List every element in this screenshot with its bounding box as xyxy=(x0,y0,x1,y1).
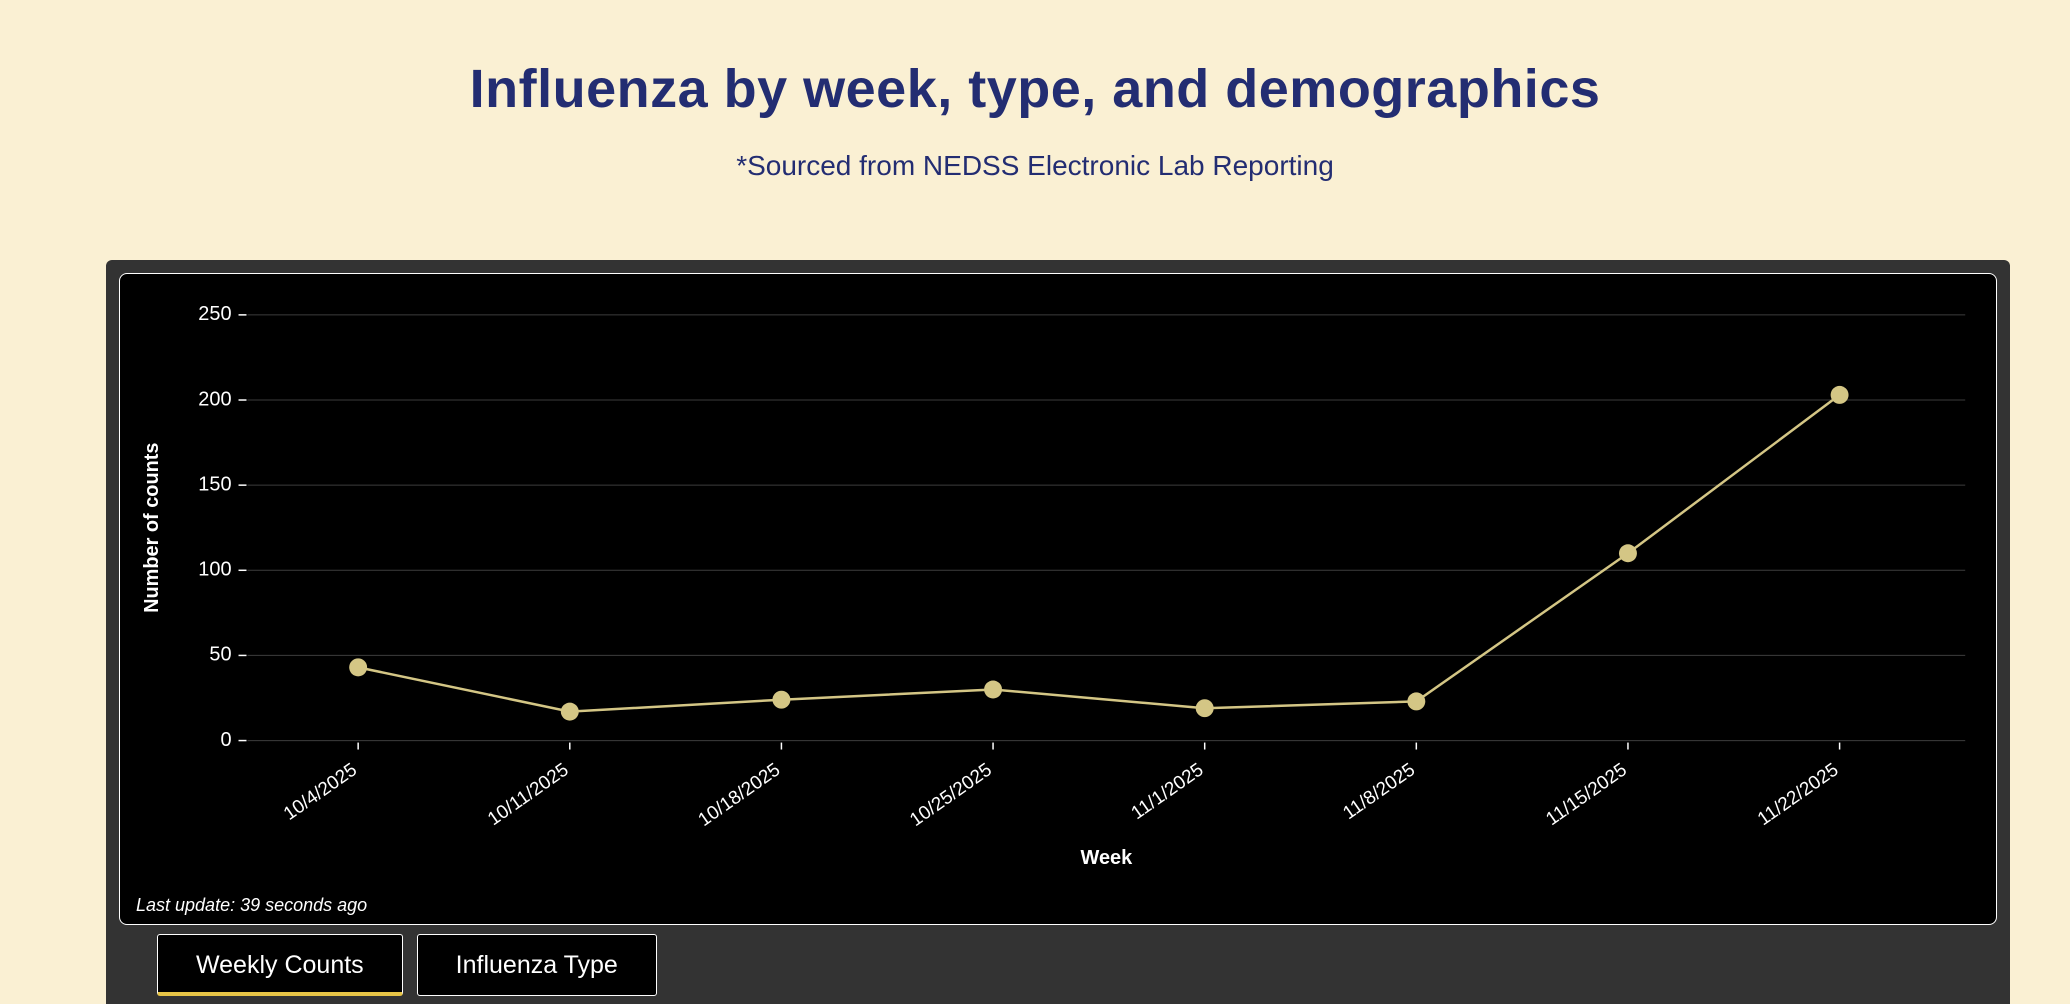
svg-text:11/22/2025: 11/22/2025 xyxy=(1754,759,1843,830)
page-header: Influenza by week, type, and demographic… xyxy=(0,0,2070,182)
svg-text:250: 250 xyxy=(198,303,231,325)
svg-text:11/1/2025: 11/1/2025 xyxy=(1128,759,1208,824)
weekly-counts-chart-card: 0 50 100 150 200 250 10/4/2025 10/11/2025 10/18/… xyxy=(119,273,1997,925)
page-title: Influenza by week, type, and demographic… xyxy=(469,59,1601,119)
svg-text:100: 100 xyxy=(198,559,231,581)
svg-text:50: 50 xyxy=(209,644,231,666)
svg-text:10/25/2025: 10/25/2025 xyxy=(906,759,996,831)
svg-text:10/18/2025: 10/18/2025 xyxy=(695,759,785,831)
last-update-text: Last update: 39 seconds ago xyxy=(136,895,368,915)
svg-text:200: 200 xyxy=(198,388,231,410)
svg-text:Number of counts: Number of counts xyxy=(141,442,163,612)
svg-text:10/11/2025: 10/11/2025 xyxy=(484,759,573,830)
page-subtitle: *Sourced from NEDSS Electronic Lab Repor… xyxy=(736,150,1334,181)
svg-text:Week: Week xyxy=(1081,847,1134,869)
tab-bar: Weekly Counts Influenza Type xyxy=(157,934,1997,996)
tab-influenza-type[interactable]: Influenza Type xyxy=(416,934,657,996)
svg-text:0: 0 xyxy=(220,729,231,751)
tab-weekly-counts[interactable]: Weekly Counts xyxy=(157,934,403,996)
svg-text:11/8/2025: 11/8/2025 xyxy=(1339,759,1419,824)
dashboard-panel: 0 50 100 150 200 250 10/4/2025 10/11/2025 10/18/… xyxy=(106,260,2010,1004)
svg-text:150: 150 xyxy=(198,473,231,495)
svg-text:11/15/2025: 11/15/2025 xyxy=(1542,759,1631,830)
weekly-counts-line-chart[interactable]: 0 50 100 150 200 250 10/4/2025 10/11/2025 10/18/… xyxy=(120,274,1996,924)
svg-text:10/4/2025: 10/4/2025 xyxy=(280,759,361,825)
